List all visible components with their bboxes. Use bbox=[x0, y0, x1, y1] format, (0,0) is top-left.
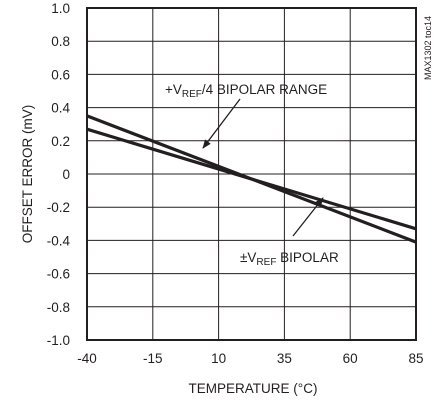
y-tick-label: -0.8 bbox=[47, 300, 70, 315]
annotation-vref-sub: REF bbox=[256, 257, 276, 268]
series-lines bbox=[86, 114, 417, 244]
annotation-arrow-vref bbox=[292, 197, 324, 237]
x-tick-label: 10 bbox=[211, 351, 226, 366]
x-tick-labels: -40 -15 10 35 60 85 bbox=[77, 351, 423, 366]
y-axis-label: OFFSET ERROR (mV) bbox=[20, 105, 35, 244]
y-tick-label: -0.2 bbox=[47, 200, 70, 215]
annotation-arrow-vref4 bbox=[202, 98, 241, 149]
x-axis-label: TEMPERATURE (°C) bbox=[189, 381, 318, 396]
y-tick-label: 0.8 bbox=[51, 34, 70, 49]
x-tick-label: 85 bbox=[408, 351, 423, 366]
annotations: +VREF/4 BIPOLAR RANGE ±VREF BIPOLAR bbox=[165, 82, 339, 268]
x-tick-label: 60 bbox=[343, 351, 358, 366]
annotation-vref4-post: /4 BIPOLAR RANGE bbox=[202, 82, 327, 97]
y-tick-label: -1.0 bbox=[47, 333, 70, 348]
y-tick-labels: 1.0 0.8 0.6 0.4 0.2 0 -0.2 -0.4 -0.6 -0.8 -1.0 bbox=[47, 1, 71, 348]
figure-code: MAX1302 toc14 bbox=[423, 16, 433, 80]
annotation-label-vref: ±VREF BIPOLAR bbox=[240, 250, 339, 268]
plot-frame bbox=[86, 7, 417, 341]
x-tick-label: 35 bbox=[277, 351, 292, 366]
y-tick-label: 0.2 bbox=[51, 134, 70, 149]
y-tick-label: 0.4 bbox=[51, 101, 70, 116]
x-tick-label: -40 bbox=[77, 351, 97, 366]
series-line-1 bbox=[86, 114, 417, 244]
y-tick-label: -0.6 bbox=[47, 267, 70, 282]
annotation-vref-pre: ±V bbox=[240, 250, 256, 265]
grid-lines bbox=[87, 8, 416, 340]
annotation-vref4-pre: +V bbox=[165, 82, 182, 97]
annotation-vref4-sub: REF bbox=[182, 89, 202, 100]
annotation-vref-post: BIPOLAR bbox=[276, 250, 339, 265]
y-tick-label: 0.6 bbox=[51, 67, 70, 82]
y-tick-label: 0 bbox=[62, 167, 70, 182]
x-tick-label: -15 bbox=[143, 351, 163, 366]
annotation-label-vref4: +VREF/4 BIPOLAR RANGE bbox=[165, 82, 327, 100]
y-tick-label: 1.0 bbox=[51, 1, 70, 16]
y-tick-label: -0.4 bbox=[47, 233, 71, 248]
